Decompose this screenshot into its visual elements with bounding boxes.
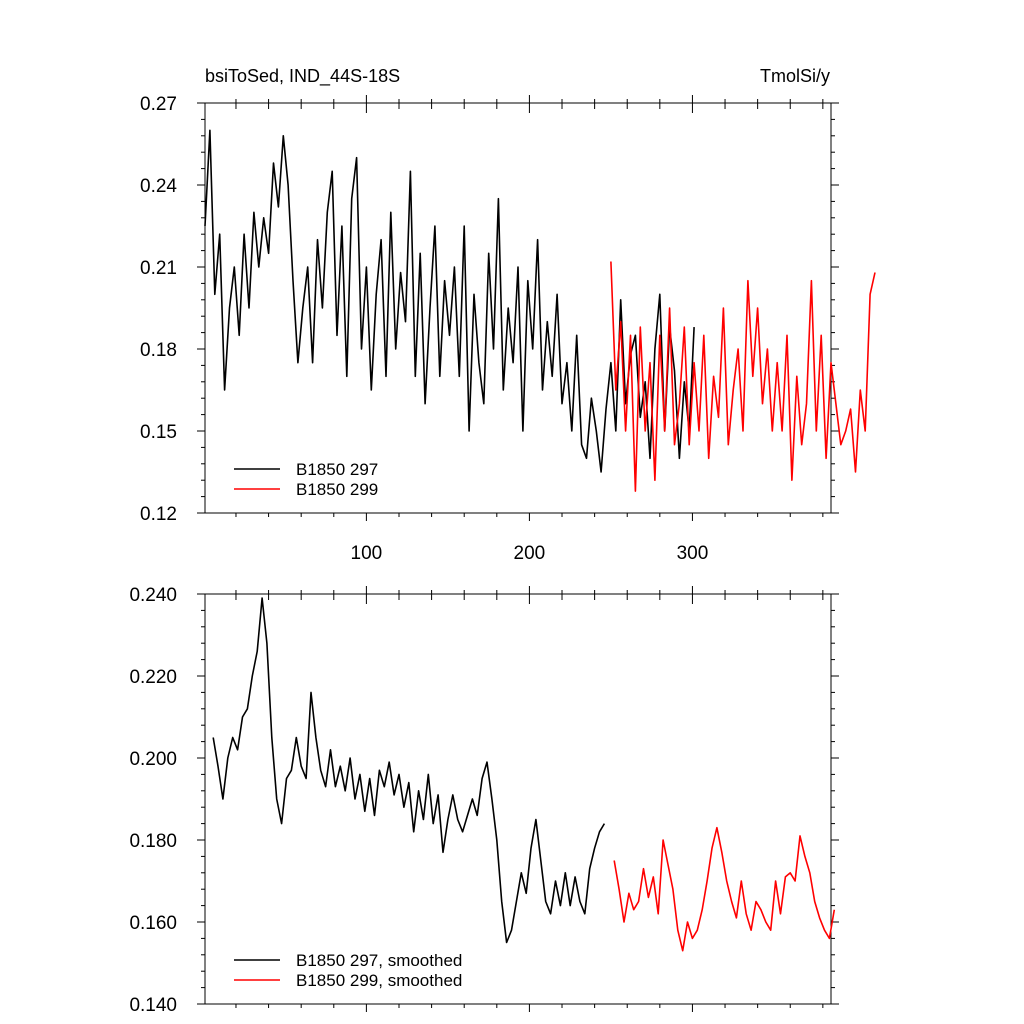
- y-tick-label: 0.200: [129, 749, 177, 770]
- series-line-1: [613, 826, 836, 952]
- x-tick-label: 300: [677, 543, 709, 564]
- y-tick-label: 0.21: [140, 258, 177, 279]
- series-line-0: [212, 597, 606, 944]
- y-tick-label: 0.140: [129, 995, 177, 1016]
- top-series-lines: [204, 129, 876, 492]
- bottom-series-lines: [212, 597, 836, 952]
- top-panel: bsiToSed, IND_44S-18S TmolSi/y 0.120.150…: [140, 66, 876, 564]
- legend-label-1: B1850 299, smoothed: [296, 971, 462, 990]
- series-line-1: [610, 261, 876, 492]
- y-tick-label: 0.12: [140, 504, 177, 525]
- bottom-axis-ticks: 0.140 0.160 0.180 0.200 0.220 0.240: [129, 585, 839, 1016]
- x-tick-label: 200: [514, 543, 546, 564]
- legend-label-0: B1850 297: [296, 460, 378, 479]
- y-tick-label: 0.18: [140, 340, 177, 361]
- y-tick-label: 0.180: [129, 831, 177, 852]
- x-tick-label: 100: [351, 543, 383, 564]
- y-tick-label: 0.160: [129, 913, 177, 934]
- y-tick-label: 0.24: [140, 176, 177, 197]
- legend-label-1: B1850 299: [296, 480, 378, 499]
- series-line-0: [204, 129, 695, 473]
- y-tick-label: 0.15: [140, 422, 177, 443]
- y-tick-label: 0.220: [129, 667, 177, 688]
- legend-label-0: B1850 297, smoothed: [296, 951, 462, 970]
- units-label: TmolSi/y: [760, 66, 830, 86]
- bottom-panel: 0.140 0.160 0.180 0.200 0.220 0.240 B1850 297…: [129, 585, 839, 1016]
- y-tick-label: 0.27: [140, 94, 177, 115]
- top-axis-ticks: 0.12 0.15 0.18 0.21 0.24 0.27 100 200 300: [140, 94, 839, 564]
- bottom-plot-frame: [204, 593, 832, 1005]
- y-tick-label: 0.240: [129, 585, 177, 606]
- top-plot-frame: [204, 102, 832, 514]
- chart-title: bsiToSed, IND_44S-18S: [205, 66, 400, 87]
